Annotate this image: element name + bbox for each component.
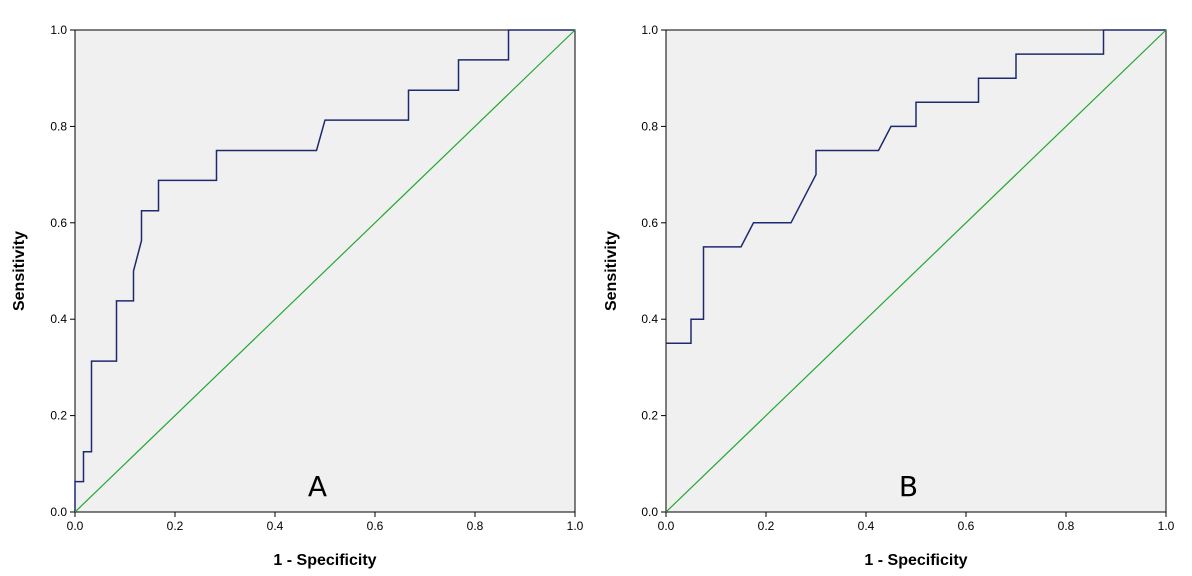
- x-tick-label: 0.4: [267, 519, 284, 533]
- x-tick-label: 0.0: [67, 519, 84, 533]
- roc-curve: [666, 29, 1166, 345]
- roc-curve: [74, 29, 575, 512]
- x-axis-title: 1 - Specificity: [273, 552, 376, 569]
- y-tick-label: 0.6: [641, 216, 658, 230]
- roc-panel-b: 0.0 0.2 0.4 0.6 0.8 1.0 0.0 0.2 0.4 0.6 0.8 1.0 1 - …: [603, 23, 1175, 569]
- y-tick-label: 0.0: [641, 505, 658, 519]
- x-tick-label: 0.8: [1058, 519, 1075, 533]
- y-tick-label: 0.8: [641, 119, 658, 133]
- y-tick-label: 0.0: [50, 505, 67, 519]
- x-tick-label: 0.8: [467, 519, 484, 533]
- x-tick-label: 0.2: [167, 519, 184, 533]
- reference-line: [665, 29, 1167, 513]
- y-tick-label: 0.2: [641, 409, 658, 423]
- x-tick-label: 0.6: [958, 519, 975, 533]
- x-tick-label: 1.0: [1158, 519, 1175, 533]
- x-tick-label: 0.0: [658, 519, 675, 533]
- x-tick-label: 0.6: [367, 519, 384, 533]
- panel-label: B: [899, 470, 918, 503]
- panel-label: A: [308, 470, 327, 503]
- y-tick-label: 0.6: [50, 216, 67, 230]
- x-axis-title: 1 - Specificity: [864, 552, 967, 569]
- y-tick-label: 0.2: [50, 409, 67, 423]
- x-tick-label: 0.2: [758, 519, 775, 533]
- y-tick-label: 0.4: [50, 312, 67, 326]
- reference-line: [74, 29, 576, 513]
- y-tick-label: 1.0: [641, 23, 658, 37]
- x-tick-label: 0.4: [858, 519, 875, 533]
- y-axis-title: Sensitivity: [11, 231, 28, 311]
- y-tick-label: 0.8: [50, 119, 67, 133]
- y-tick-label: 1.0: [50, 23, 67, 37]
- y-tick-label: 0.4: [641, 312, 658, 326]
- y-axis-title: Sensitivity: [603, 231, 620, 311]
- roc-panel-a: 0.0 0.2 0.4 0.6 0.8 1.0 0.0 0.2 0.4 0.6 0.8 1.0 1 - …: [11, 23, 584, 569]
- x-tick-label: 1.0: [567, 519, 584, 533]
